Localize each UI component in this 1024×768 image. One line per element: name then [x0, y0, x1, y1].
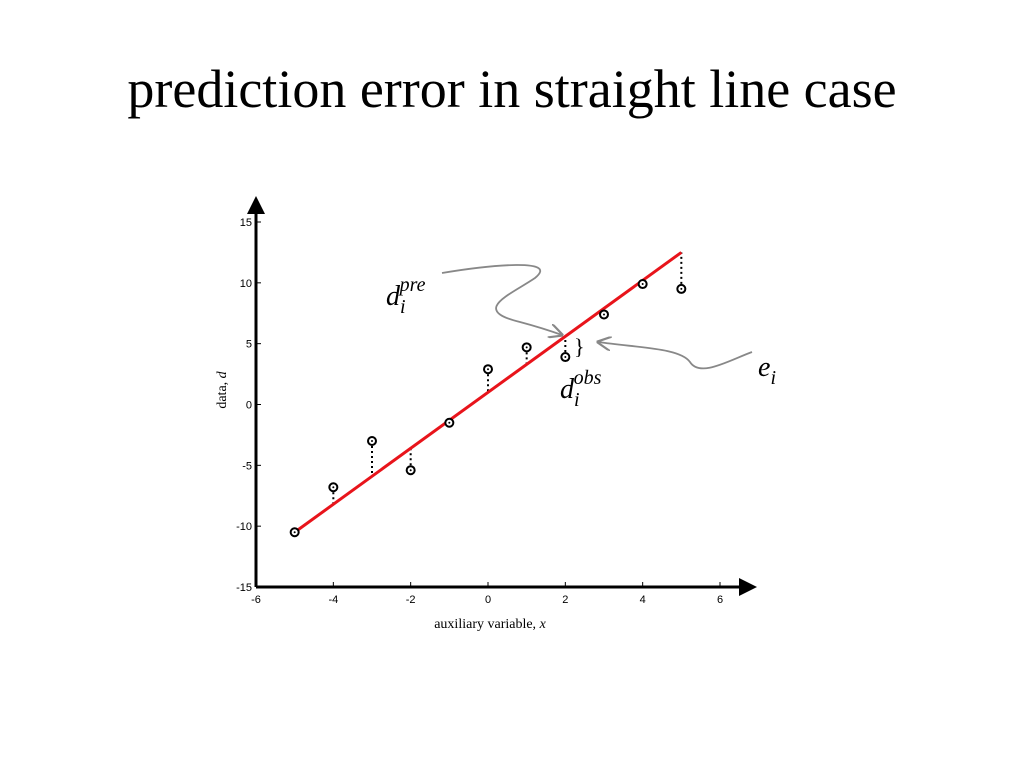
x-tick-label: 0 [485, 594, 491, 606]
x-tick-label: -6 [251, 594, 261, 606]
y-tick-label: -15 [236, 582, 252, 594]
x-tick-label: -2 [406, 594, 416, 606]
observation-point-center [487, 368, 489, 371]
prediction-line [293, 251, 683, 534]
d-obs-annotation: diobs [560, 367, 602, 411]
observation-point-center [332, 486, 335, 489]
y-tick-label: 15 [240, 217, 252, 229]
observation-point-center [409, 469, 412, 472]
observation-point-center [680, 287, 683, 290]
observation-point-center [564, 356, 567, 359]
x-tick-label: 2 [562, 594, 568, 606]
y-tick-label: 10 [240, 278, 252, 290]
slide-title: prediction error in straight line case [127, 59, 897, 119]
x-tick-label: 4 [640, 594, 646, 606]
x-tick-label: -4 [328, 594, 338, 606]
d-pre-annotation: dipre [386, 274, 426, 318]
x-axis-label: auxiliary variable, x [434, 617, 546, 632]
y-tick-label: -5 [242, 460, 252, 472]
error-brace: } [574, 334, 585, 359]
e-arrow [598, 342, 753, 370]
e-annotation: ei [758, 352, 776, 389]
d-pre-arrow [441, 264, 562, 335]
observation-point-center [641, 283, 644, 286]
y-tick-label: 5 [246, 339, 252, 351]
observation-point-center [603, 313, 605, 316]
observation-point-center [525, 346, 528, 349]
fit-line [293, 251, 683, 534]
y-tick-label: 0 [246, 400, 252, 412]
observation-point-center [371, 440, 373, 442]
x-tick-label: 6 [717, 594, 723, 606]
y-tick-label: -10 [236, 521, 252, 533]
observation-point-center [293, 531, 296, 534]
observation-points [289, 279, 687, 538]
observation-point-center [448, 421, 451, 424]
axes: -6 -4 -2 0 2 4 6 -15 -10 -5 0 5 10 15 [236, 196, 757, 606]
y-axis-label: data, d [215, 370, 230, 408]
